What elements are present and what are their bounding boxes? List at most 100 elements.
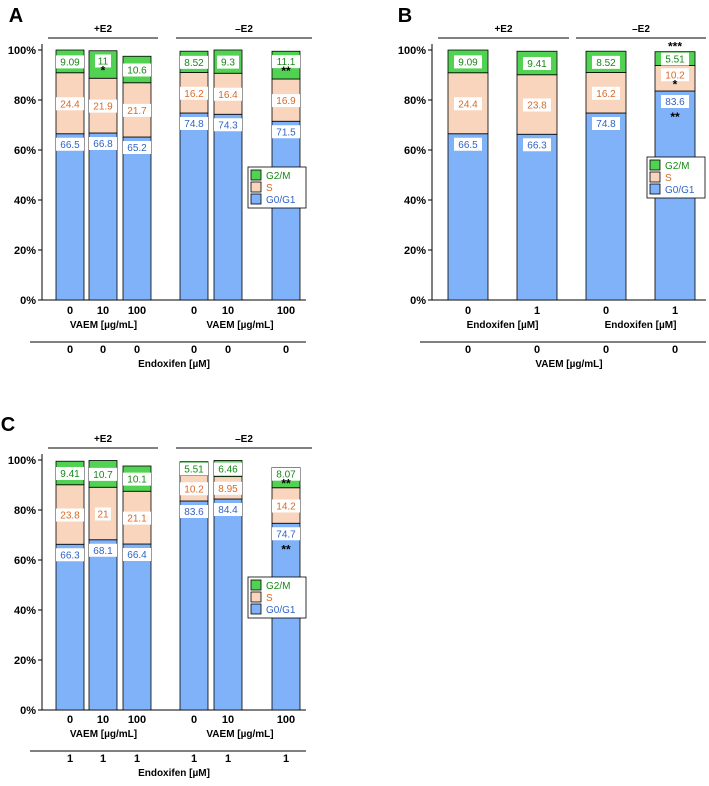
group-label: +E2 [494, 24, 513, 35]
value-label-bg [454, 55, 482, 69]
x-tick-label: 10 [222, 305, 234, 317]
group-label: –E2 [235, 434, 253, 445]
s-value-label: 23.8 [527, 101, 547, 112]
s-value-label: 16.9 [276, 96, 296, 107]
value-label-bg [89, 99, 117, 113]
value-label-bg [56, 548, 84, 562]
second-row-label: 0 [67, 344, 73, 356]
second-row-label: 1 [191, 753, 197, 765]
value-label-bg [180, 55, 208, 69]
value-label-bg [214, 481, 242, 495]
g0g1-bar-segment [213, 113, 243, 301]
x-tick-label: 0 [603, 305, 609, 317]
legend-label-g2m: G2/M [266, 171, 290, 182]
x-tick-label: 100 [128, 305, 146, 317]
value-label-bg [217, 55, 239, 69]
y-tick-label: 80% [14, 95, 36, 107]
value-label-bg [56, 55, 84, 69]
value-label-bg [592, 117, 620, 130]
g0g1-bar-segment [516, 133, 558, 301]
value-label-bg [180, 86, 208, 100]
g0g1-value-label: 66.3 [527, 140, 547, 151]
significance-mark: * [673, 77, 678, 91]
x-tick-label: 1 [672, 305, 678, 317]
x-tick-label: 100 [128, 714, 146, 726]
second-row-label: 0 [672, 344, 678, 356]
significance-mark: ** [281, 477, 291, 491]
g0g1-bar-segment [271, 120, 301, 301]
value-label-bg [56, 466, 84, 480]
value-label-bg [272, 499, 300, 513]
x-axis-title: VAEM [µg/mL] [70, 729, 137, 740]
legend-swatch-s [649, 171, 661, 183]
g0g1-bar-segment [179, 112, 209, 301]
value-label-bg [123, 548, 151, 561]
chart-panel-a: A +E2 –E2 0% 20% 40% 60% 80% 100% 66.5 24.4 9.09 0 0 6… [8, 5, 312, 370]
legend-label-g2m: G2/M [266, 581, 290, 592]
g2m-value-label: 9.41 [527, 59, 547, 70]
g0g1-bar-segment [213, 498, 243, 711]
legend-label-g0g1: G0/G1 [665, 185, 695, 196]
g0g1-value-label: 66.5 [458, 140, 478, 151]
g0g1-value-label: 65.2 [127, 143, 147, 154]
y-tick-label: 20% [14, 245, 36, 257]
legend-swatch-g2m [250, 579, 262, 591]
x-axis-title: VAEM [µg/mL] [206, 320, 273, 331]
s-value-label: 10.2 [665, 70, 685, 81]
chart-panel-b: B +E2 –E2 0% 20% 40% 60% 80% 100% 66.5 24.4 9.09 0 0 6… [398, 5, 706, 370]
panel-label: C [1, 414, 15, 436]
value-label-bg [123, 511, 151, 525]
value-label-bg [89, 137, 117, 150]
s-value-label: 24.4 [60, 99, 80, 110]
value-label-bg [592, 86, 620, 100]
legend-label-g2m: G2/M [665, 161, 689, 172]
x-tick-label: 1 [534, 305, 540, 317]
y-tick-label: 60% [14, 555, 36, 567]
y-tick-label: 80% [14, 505, 36, 517]
x-tick-label: 10 [222, 714, 234, 726]
second-row-label: 0 [603, 344, 609, 356]
legend-label-s: S [266, 183, 273, 194]
g2m-value-label: 10.7 [93, 470, 113, 481]
s-value-label: 21 [97, 510, 109, 521]
g0g1-bar-segment [179, 500, 209, 711]
g0g1-value-label: 83.6 [665, 97, 685, 108]
y-tick-label: 0% [20, 295, 36, 307]
group-label: –E2 [632, 24, 650, 35]
value-label-bg [661, 95, 689, 108]
legend-label-g0g1: G0/G1 [266, 605, 296, 616]
x-tick-label: 100 [277, 714, 295, 726]
y-tick-label: 0% [410, 295, 426, 307]
y-tick-label: 20% [14, 655, 36, 667]
s-value-label: 10.2 [184, 484, 204, 495]
legend-label-s: S [665, 173, 672, 184]
g0g1-value-label: 66.4 [127, 550, 147, 561]
x-tick-label: 10 [97, 714, 109, 726]
value-label-bg [272, 94, 300, 108]
x-tick-label: 0 [67, 305, 73, 317]
g0g1-value-label: 84.4 [218, 505, 238, 516]
x-tick-label: 0 [191, 714, 197, 726]
value-label-bg [214, 462, 242, 476]
value-label-bg [56, 97, 84, 111]
g0g1-value-label: 66.8 [93, 139, 113, 150]
x-axis-title: Endoxifen [µM] [605, 320, 677, 331]
y-tick-label: 40% [404, 195, 426, 207]
significance-mark: ** [281, 64, 291, 78]
significance-mark: ** [670, 110, 680, 124]
value-label-bg [592, 55, 620, 69]
x-tick-label: 10 [97, 305, 109, 317]
second-row-title: VAEM [µg/mL] [535, 359, 602, 370]
legend-swatch-s [250, 591, 262, 603]
significance-mark: * [101, 64, 106, 78]
g0g1-value-label: 66.3 [60, 550, 80, 561]
value-label-bg [661, 52, 689, 66]
value-label-bg [272, 527, 300, 541]
second-row-label: 0 [134, 344, 140, 356]
g2m-value-label: 11 [98, 57, 109, 68]
g0g1-bar-segment [88, 539, 118, 711]
g0g1-bar-segment [55, 543, 85, 711]
g0g1-value-label: 74.8 [596, 119, 616, 130]
legend-swatch-g0g1 [250, 193, 262, 205]
